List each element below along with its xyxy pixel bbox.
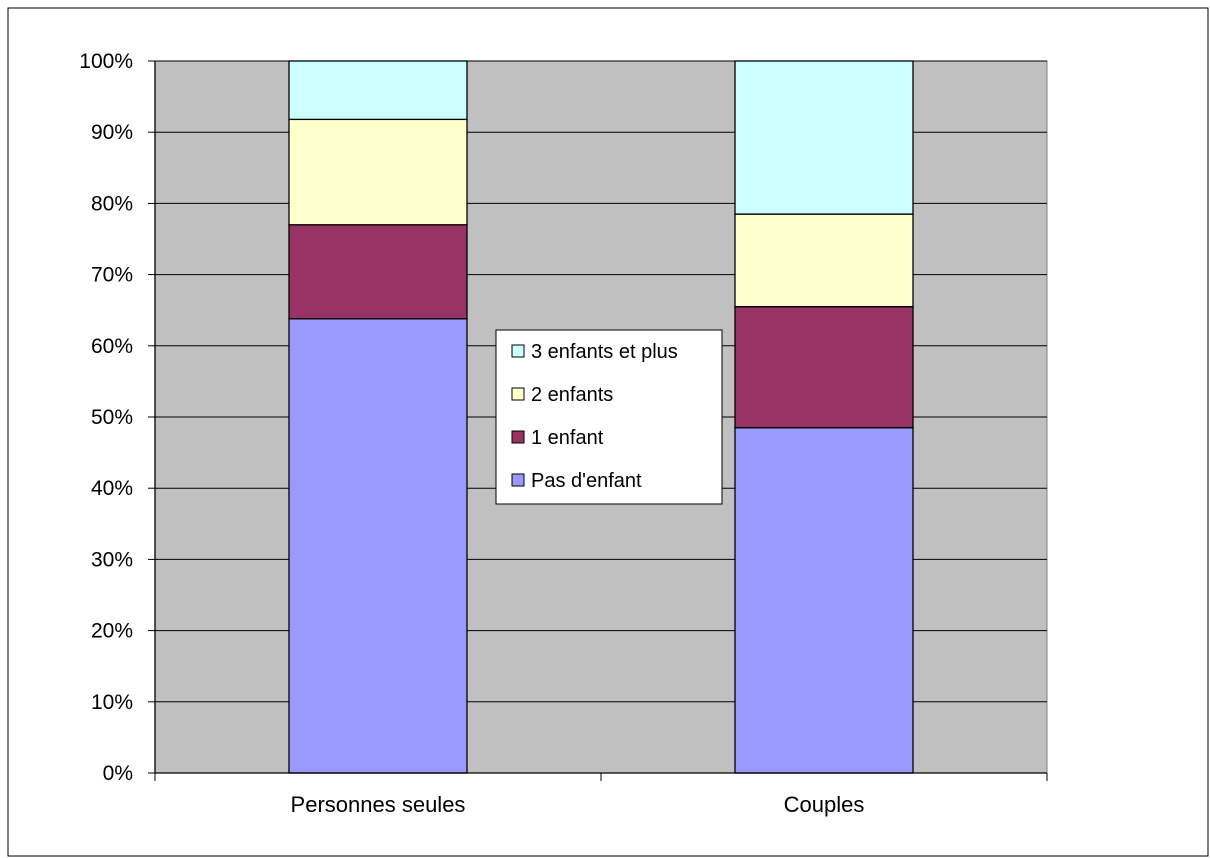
legend-swatch <box>511 387 525 401</box>
y-tick-label: 20% <box>91 620 133 643</box>
bar-segment <box>288 118 468 226</box>
legend-label: 3 enfants et plus <box>531 341 678 363</box>
bar-segment <box>734 305 914 429</box>
y-tick-label: 70% <box>91 264 133 287</box>
legend-swatch <box>511 430 525 444</box>
legend-swatch <box>511 344 525 358</box>
y-tick-label: 80% <box>91 192 133 215</box>
legend-label: 1 enfant <box>531 427 604 449</box>
bar-segment <box>734 213 914 308</box>
legend-swatch <box>511 473 525 487</box>
y-tick-label: 50% <box>91 406 133 429</box>
bar-segment <box>288 318 468 774</box>
y-axis-ticks: 0% 10% 20% 30% 40% 50% 60% 70% 80% 90% 100% <box>79 50 155 785</box>
bar-segment <box>288 60 468 121</box>
bar-segment <box>734 427 914 774</box>
legend: 3 enfants et plus 2 enfants 1 enfant Pas d'… <box>495 329 723 505</box>
legend-label: 2 enfants <box>531 384 613 406</box>
y-tick-label: 100% <box>79 50 133 73</box>
bar-segment <box>734 60 914 215</box>
y-tick-label: 40% <box>91 477 133 500</box>
legend-box <box>495 329 723 505</box>
y-tick-label: 0% <box>103 762 133 785</box>
x-category-label: Couples <box>784 792 865 817</box>
y-tick-label: 90% <box>91 121 133 144</box>
legend-label: Pas d'enfant <box>531 470 642 492</box>
bar-segment <box>288 224 468 320</box>
y-tick-label: 30% <box>91 548 133 571</box>
y-tick-label: 10% <box>91 691 133 714</box>
x-category-label: Personnes seules <box>291 792 466 817</box>
y-tick-label: 60% <box>91 335 133 358</box>
x-axis-labels: Personnes seules Couples <box>291 792 865 817</box>
